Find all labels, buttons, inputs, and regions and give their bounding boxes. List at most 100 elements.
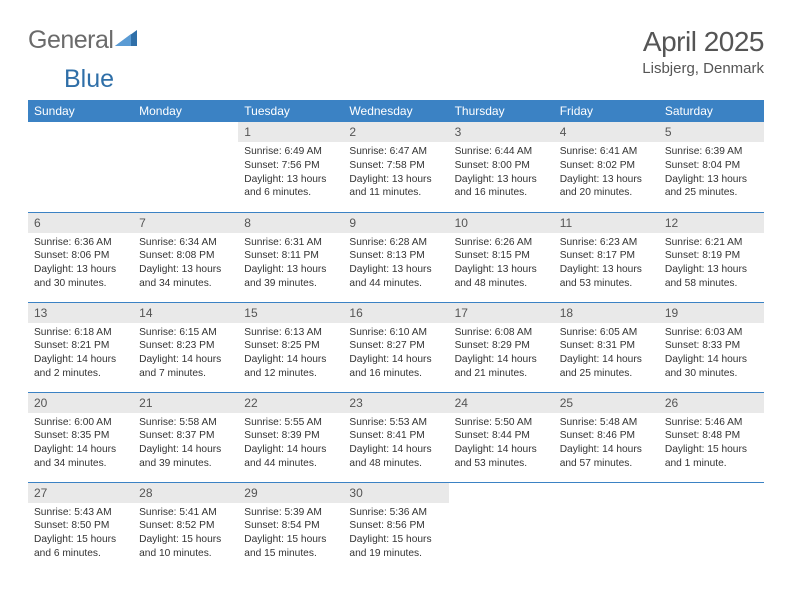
- calendar-cell: 9Sunrise: 6:28 AMSunset: 8:13 PMDaylight…: [343, 212, 448, 302]
- day-number: 17: [449, 303, 554, 323]
- day-details: Sunrise: 6:41 AMSunset: 8:02 PMDaylight:…: [554, 142, 659, 206]
- day-details: Sunrise: 6:31 AMSunset: 8:11 PMDaylight:…: [238, 233, 343, 297]
- calendar-cell: 4Sunrise: 6:41 AMSunset: 8:02 PMDaylight…: [554, 122, 659, 212]
- day-details: Sunrise: 5:46 AMSunset: 8:48 PMDaylight:…: [659, 413, 764, 477]
- calendar-cell: 7Sunrise: 6:34 AMSunset: 8:08 PMDaylight…: [133, 212, 238, 302]
- calendar-cell: 1Sunrise: 6:49 AMSunset: 7:56 PMDaylight…: [238, 122, 343, 212]
- calendar-cell: 10Sunrise: 6:26 AMSunset: 8:15 PMDayligh…: [449, 212, 554, 302]
- page: General April 2025 Lisbjerg, Denmark Blu…: [0, 0, 792, 572]
- day-number: 2: [343, 122, 448, 142]
- day-details: Sunrise: 6:47 AMSunset: 7:58 PMDaylight:…: [343, 142, 448, 206]
- calendar-cell: 23Sunrise: 5:53 AMSunset: 8:41 PMDayligh…: [343, 392, 448, 482]
- day-details: Sunrise: 5:43 AMSunset: 8:50 PMDaylight:…: [28, 503, 133, 567]
- day-details: Sunrise: 5:50 AMSunset: 8:44 PMDaylight:…: [449, 413, 554, 477]
- day-details: Sunrise: 5:58 AMSunset: 8:37 PMDaylight:…: [133, 413, 238, 477]
- weekday-header: Monday: [133, 100, 238, 122]
- calendar-cell: 20Sunrise: 6:00 AMSunset: 8:35 PMDayligh…: [28, 392, 133, 482]
- day-details: Sunrise: 6:44 AMSunset: 8:00 PMDaylight:…: [449, 142, 554, 206]
- calendar-cell: 11Sunrise: 6:23 AMSunset: 8:17 PMDayligh…: [554, 212, 659, 302]
- day-details: Sunrise: 6:49 AMSunset: 7:56 PMDaylight:…: [238, 142, 343, 206]
- day-details: Sunrise: 5:55 AMSunset: 8:39 PMDaylight:…: [238, 413, 343, 477]
- day-number: 24: [449, 393, 554, 413]
- day-details: Sunrise: 6:15 AMSunset: 8:23 PMDaylight:…: [133, 323, 238, 387]
- day-number: 9: [343, 213, 448, 233]
- day-number: 20: [28, 393, 133, 413]
- logo-text-2: Blue: [64, 65, 792, 94]
- day-number: 13: [28, 303, 133, 323]
- calendar-cell: 29Sunrise: 5:39 AMSunset: 8:54 PMDayligh…: [238, 482, 343, 572]
- page-title: April 2025: [642, 26, 764, 58]
- weekday-header: Sunday: [28, 100, 133, 122]
- day-number: 25: [554, 393, 659, 413]
- calendar-cell: [28, 122, 133, 212]
- calendar-cell: 16Sunrise: 6:10 AMSunset: 8:27 PMDayligh…: [343, 302, 448, 392]
- calendar-cell: [449, 482, 554, 572]
- weekday-header: Friday: [554, 100, 659, 122]
- calendar-cell: 3Sunrise: 6:44 AMSunset: 8:00 PMDaylight…: [449, 122, 554, 212]
- day-number: 22: [238, 393, 343, 413]
- calendar-cell: 28Sunrise: 5:41 AMSunset: 8:52 PMDayligh…: [133, 482, 238, 572]
- day-details: Sunrise: 6:26 AMSunset: 8:15 PMDaylight:…: [449, 233, 554, 297]
- calendar-cell: 27Sunrise: 5:43 AMSunset: 8:50 PMDayligh…: [28, 482, 133, 572]
- day-number: 10: [449, 213, 554, 233]
- weekday-header: Thursday: [449, 100, 554, 122]
- calendar-cell: [554, 482, 659, 572]
- day-details: Sunrise: 6:05 AMSunset: 8:31 PMDaylight:…: [554, 323, 659, 387]
- day-number: 4: [554, 122, 659, 142]
- calendar-cell: 24Sunrise: 5:50 AMSunset: 8:44 PMDayligh…: [449, 392, 554, 482]
- calendar-cell: 6Sunrise: 6:36 AMSunset: 8:06 PMDaylight…: [28, 212, 133, 302]
- day-details: Sunrise: 6:18 AMSunset: 8:21 PMDaylight:…: [28, 323, 133, 387]
- day-details: Sunrise: 6:03 AMSunset: 8:33 PMDaylight:…: [659, 323, 764, 387]
- calendar-cell: 25Sunrise: 5:48 AMSunset: 8:46 PMDayligh…: [554, 392, 659, 482]
- day-number: 11: [554, 213, 659, 233]
- day-number: 15: [238, 303, 343, 323]
- day-details: Sunrise: 6:08 AMSunset: 8:29 PMDaylight:…: [449, 323, 554, 387]
- calendar-cell: 8Sunrise: 6:31 AMSunset: 8:11 PMDaylight…: [238, 212, 343, 302]
- weekday-header: Saturday: [659, 100, 764, 122]
- day-details: Sunrise: 6:21 AMSunset: 8:19 PMDaylight:…: [659, 233, 764, 297]
- day-number: 16: [343, 303, 448, 323]
- day-details: Sunrise: 6:28 AMSunset: 8:13 PMDaylight:…: [343, 233, 448, 297]
- day-number: 23: [343, 393, 448, 413]
- calendar-cell: 5Sunrise: 6:39 AMSunset: 8:04 PMDaylight…: [659, 122, 764, 212]
- calendar-row: 13Sunrise: 6:18 AMSunset: 8:21 PMDayligh…: [28, 302, 764, 392]
- day-number: 18: [554, 303, 659, 323]
- day-details: Sunrise: 6:23 AMSunset: 8:17 PMDaylight:…: [554, 233, 659, 297]
- calendar-cell: 14Sunrise: 6:15 AMSunset: 8:23 PMDayligh…: [133, 302, 238, 392]
- calendar-cell: 18Sunrise: 6:05 AMSunset: 8:31 PMDayligh…: [554, 302, 659, 392]
- day-details: Sunrise: 5:53 AMSunset: 8:41 PMDaylight:…: [343, 413, 448, 477]
- calendar-cell: 17Sunrise: 6:08 AMSunset: 8:29 PMDayligh…: [449, 302, 554, 392]
- day-number: 7: [133, 213, 238, 233]
- day-details: Sunrise: 6:13 AMSunset: 8:25 PMDaylight:…: [238, 323, 343, 387]
- calendar-row: 1Sunrise: 6:49 AMSunset: 7:56 PMDaylight…: [28, 122, 764, 212]
- calendar-row: 6Sunrise: 6:36 AMSunset: 8:06 PMDaylight…: [28, 212, 764, 302]
- weekday-header: Wednesday: [343, 100, 448, 122]
- calendar-cell: 2Sunrise: 6:47 AMSunset: 7:58 PMDaylight…: [343, 122, 448, 212]
- day-details: Sunrise: 6:10 AMSunset: 8:27 PMDaylight:…: [343, 323, 448, 387]
- logo-text-1: General: [28, 26, 113, 55]
- calendar-cell: 15Sunrise: 6:13 AMSunset: 8:25 PMDayligh…: [238, 302, 343, 392]
- calendar-table: SundayMondayTuesdayWednesdayThursdayFrid…: [28, 100, 764, 572]
- day-details: Sunrise: 5:48 AMSunset: 8:46 PMDaylight:…: [554, 413, 659, 477]
- calendar-cell: 21Sunrise: 5:58 AMSunset: 8:37 PMDayligh…: [133, 392, 238, 482]
- calendar-cell: 13Sunrise: 6:18 AMSunset: 8:21 PMDayligh…: [28, 302, 133, 392]
- day-number: 28: [133, 483, 238, 503]
- calendar-cell: 19Sunrise: 6:03 AMSunset: 8:33 PMDayligh…: [659, 302, 764, 392]
- calendar-cell: 22Sunrise: 5:55 AMSunset: 8:39 PMDayligh…: [238, 392, 343, 482]
- day-number: 6: [28, 213, 133, 233]
- logo-triangle-icon: [115, 26, 139, 55]
- calendar-body: 1Sunrise: 6:49 AMSunset: 7:56 PMDaylight…: [28, 122, 764, 572]
- day-details: Sunrise: 6:34 AMSunset: 8:08 PMDaylight:…: [133, 233, 238, 297]
- calendar-cell: 26Sunrise: 5:46 AMSunset: 8:48 PMDayligh…: [659, 392, 764, 482]
- day-details: Sunrise: 5:39 AMSunset: 8:54 PMDaylight:…: [238, 503, 343, 567]
- day-number: 14: [133, 303, 238, 323]
- day-number: 1: [238, 122, 343, 142]
- calendar-row: 20Sunrise: 6:00 AMSunset: 8:35 PMDayligh…: [28, 392, 764, 482]
- day-details: Sunrise: 6:00 AMSunset: 8:35 PMDaylight:…: [28, 413, 133, 477]
- day-number: 8: [238, 213, 343, 233]
- weekday-header-row: SundayMondayTuesdayWednesdayThursdayFrid…: [28, 100, 764, 122]
- day-number: 26: [659, 393, 764, 413]
- day-number: 19: [659, 303, 764, 323]
- logo: General: [28, 26, 141, 55]
- day-number: 29: [238, 483, 343, 503]
